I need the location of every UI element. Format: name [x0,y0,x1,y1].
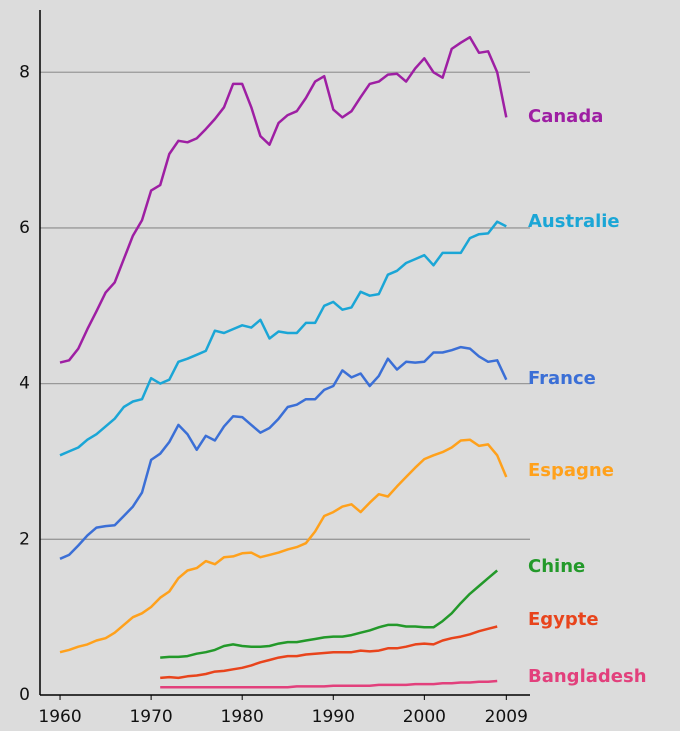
x-tick-label: 1960 [38,707,81,727]
series-label: Australie [528,211,620,232]
y-tick-label: 4 [19,374,30,394]
series-line [59,345,508,560]
x-tick-label: 1970 [129,707,172,727]
series-line [59,438,508,654]
x-tick-label: 1990 [312,707,355,727]
series-line [59,220,507,457]
y-tick-label: 8 [19,62,30,82]
x-tick-label: 2000 [403,707,446,727]
series-label: France [528,368,596,389]
x-tick-label: 1980 [221,707,264,727]
series-label: Chine [528,556,585,577]
x-tick-label: 2009 [485,707,528,727]
y-tick-label: 6 [19,218,30,238]
y-tick-label: 0 [19,685,30,705]
series-line [160,569,499,659]
series-line [59,35,508,364]
series-label: Canada [528,106,603,127]
series-label: Egypte [528,609,599,630]
series-line [160,679,498,689]
y-tick-label: 2 [19,529,30,549]
series-label: Bangladesh [528,666,647,687]
series-line [160,625,498,680]
series-label: Espagne [528,460,614,481]
